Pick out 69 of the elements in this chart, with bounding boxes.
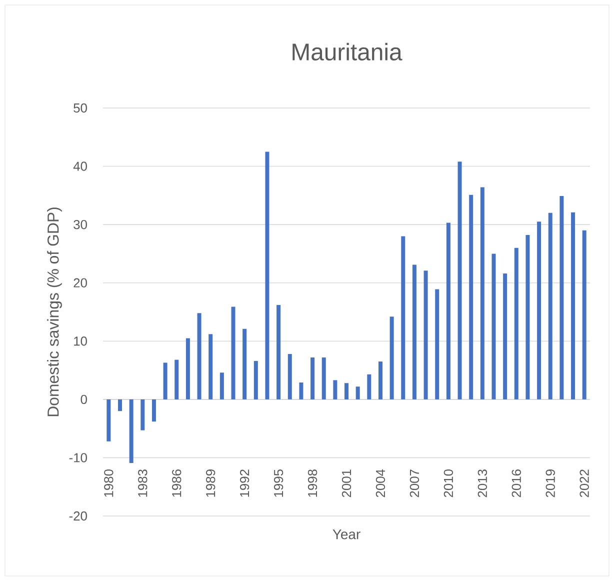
bar bbox=[276, 304, 281, 400]
bar bbox=[537, 222, 542, 400]
x-tick-label: 1983 bbox=[138, 470, 148, 497]
bar bbox=[163, 362, 168, 400]
bar bbox=[492, 254, 496, 400]
x-tick-label: 2013 bbox=[478, 470, 487, 498]
bar bbox=[424, 270, 428, 400]
bar bbox=[469, 194, 474, 400]
x-tick-label: 2010 bbox=[444, 469, 454, 498]
bar bbox=[548, 212, 552, 400]
chart-title: Mauritania bbox=[292, 42, 402, 60]
bar bbox=[106, 399, 111, 442]
bar bbox=[220, 372, 224, 400]
bar bbox=[446, 222, 450, 400]
bar bbox=[356, 386, 360, 400]
bar bbox=[288, 354, 292, 400]
bar bbox=[378, 362, 382, 400]
bar bbox=[435, 289, 440, 400]
bar bbox=[571, 212, 576, 400]
y-tick-label: 50 bbox=[74, 103, 87, 113]
y-tick-label: 0 bbox=[80, 394, 87, 404]
bar bbox=[299, 382, 304, 400]
x-tick-label: 1995 bbox=[274, 469, 284, 497]
x-tick-label: 1980 bbox=[104, 469, 114, 497]
bar bbox=[140, 399, 145, 430]
bar bbox=[503, 274, 508, 400]
bar bbox=[401, 236, 406, 400]
bar bbox=[254, 360, 258, 400]
x-tick-label: 2019 bbox=[546, 470, 555, 498]
bar bbox=[265, 152, 270, 400]
bar bbox=[242, 328, 247, 400]
x-tick-label: 2007 bbox=[410, 470, 420, 498]
x-tick-label: 2004 bbox=[376, 469, 386, 498]
bar bbox=[208, 334, 213, 400]
bar bbox=[118, 399, 122, 412]
y-tick-label: 20 bbox=[74, 278, 87, 288]
bar bbox=[333, 380, 338, 400]
x-tick-label: 2022 bbox=[580, 470, 589, 498]
bar bbox=[174, 360, 179, 400]
bar bbox=[152, 399, 156, 422]
bar bbox=[390, 316, 394, 400]
y-tick-label: -10 bbox=[69, 453, 87, 462]
x-tick-label: 2001 bbox=[342, 470, 352, 498]
bar bbox=[412, 264, 416, 400]
x-tick-label: 1992 bbox=[240, 470, 250, 497]
x-tick-label: 1998 bbox=[308, 470, 318, 497]
y-tick-label: -20 bbox=[69, 511, 87, 521]
y-tick-label: 10 bbox=[74, 336, 87, 346]
bar bbox=[560, 196, 564, 400]
x-tick-label: 2016 bbox=[512, 470, 521, 498]
bar bbox=[480, 187, 484, 400]
bar bbox=[458, 162, 462, 400]
y-tick-label: 30 bbox=[74, 220, 87, 230]
bar bbox=[344, 383, 349, 400]
bar bbox=[186, 338, 190, 400]
y-tick-label: 40 bbox=[73, 162, 87, 171]
bar bbox=[526, 235, 530, 400]
bar bbox=[129, 399, 134, 463]
bar bbox=[322, 357, 326, 400]
bar bbox=[310, 357, 315, 400]
bar bbox=[582, 230, 586, 400]
x-tick-label: 1989 bbox=[206, 470, 216, 497]
bar bbox=[231, 306, 236, 400]
bar bbox=[197, 313, 202, 400]
bar bbox=[514, 248, 518, 400]
bar bbox=[367, 374, 372, 400]
x-axis-title: Year bbox=[332, 530, 360, 540]
y-axis-title: Domestic savings (% of GDP) bbox=[47, 208, 62, 416]
x-tick-label: 1986 bbox=[172, 470, 182, 497]
